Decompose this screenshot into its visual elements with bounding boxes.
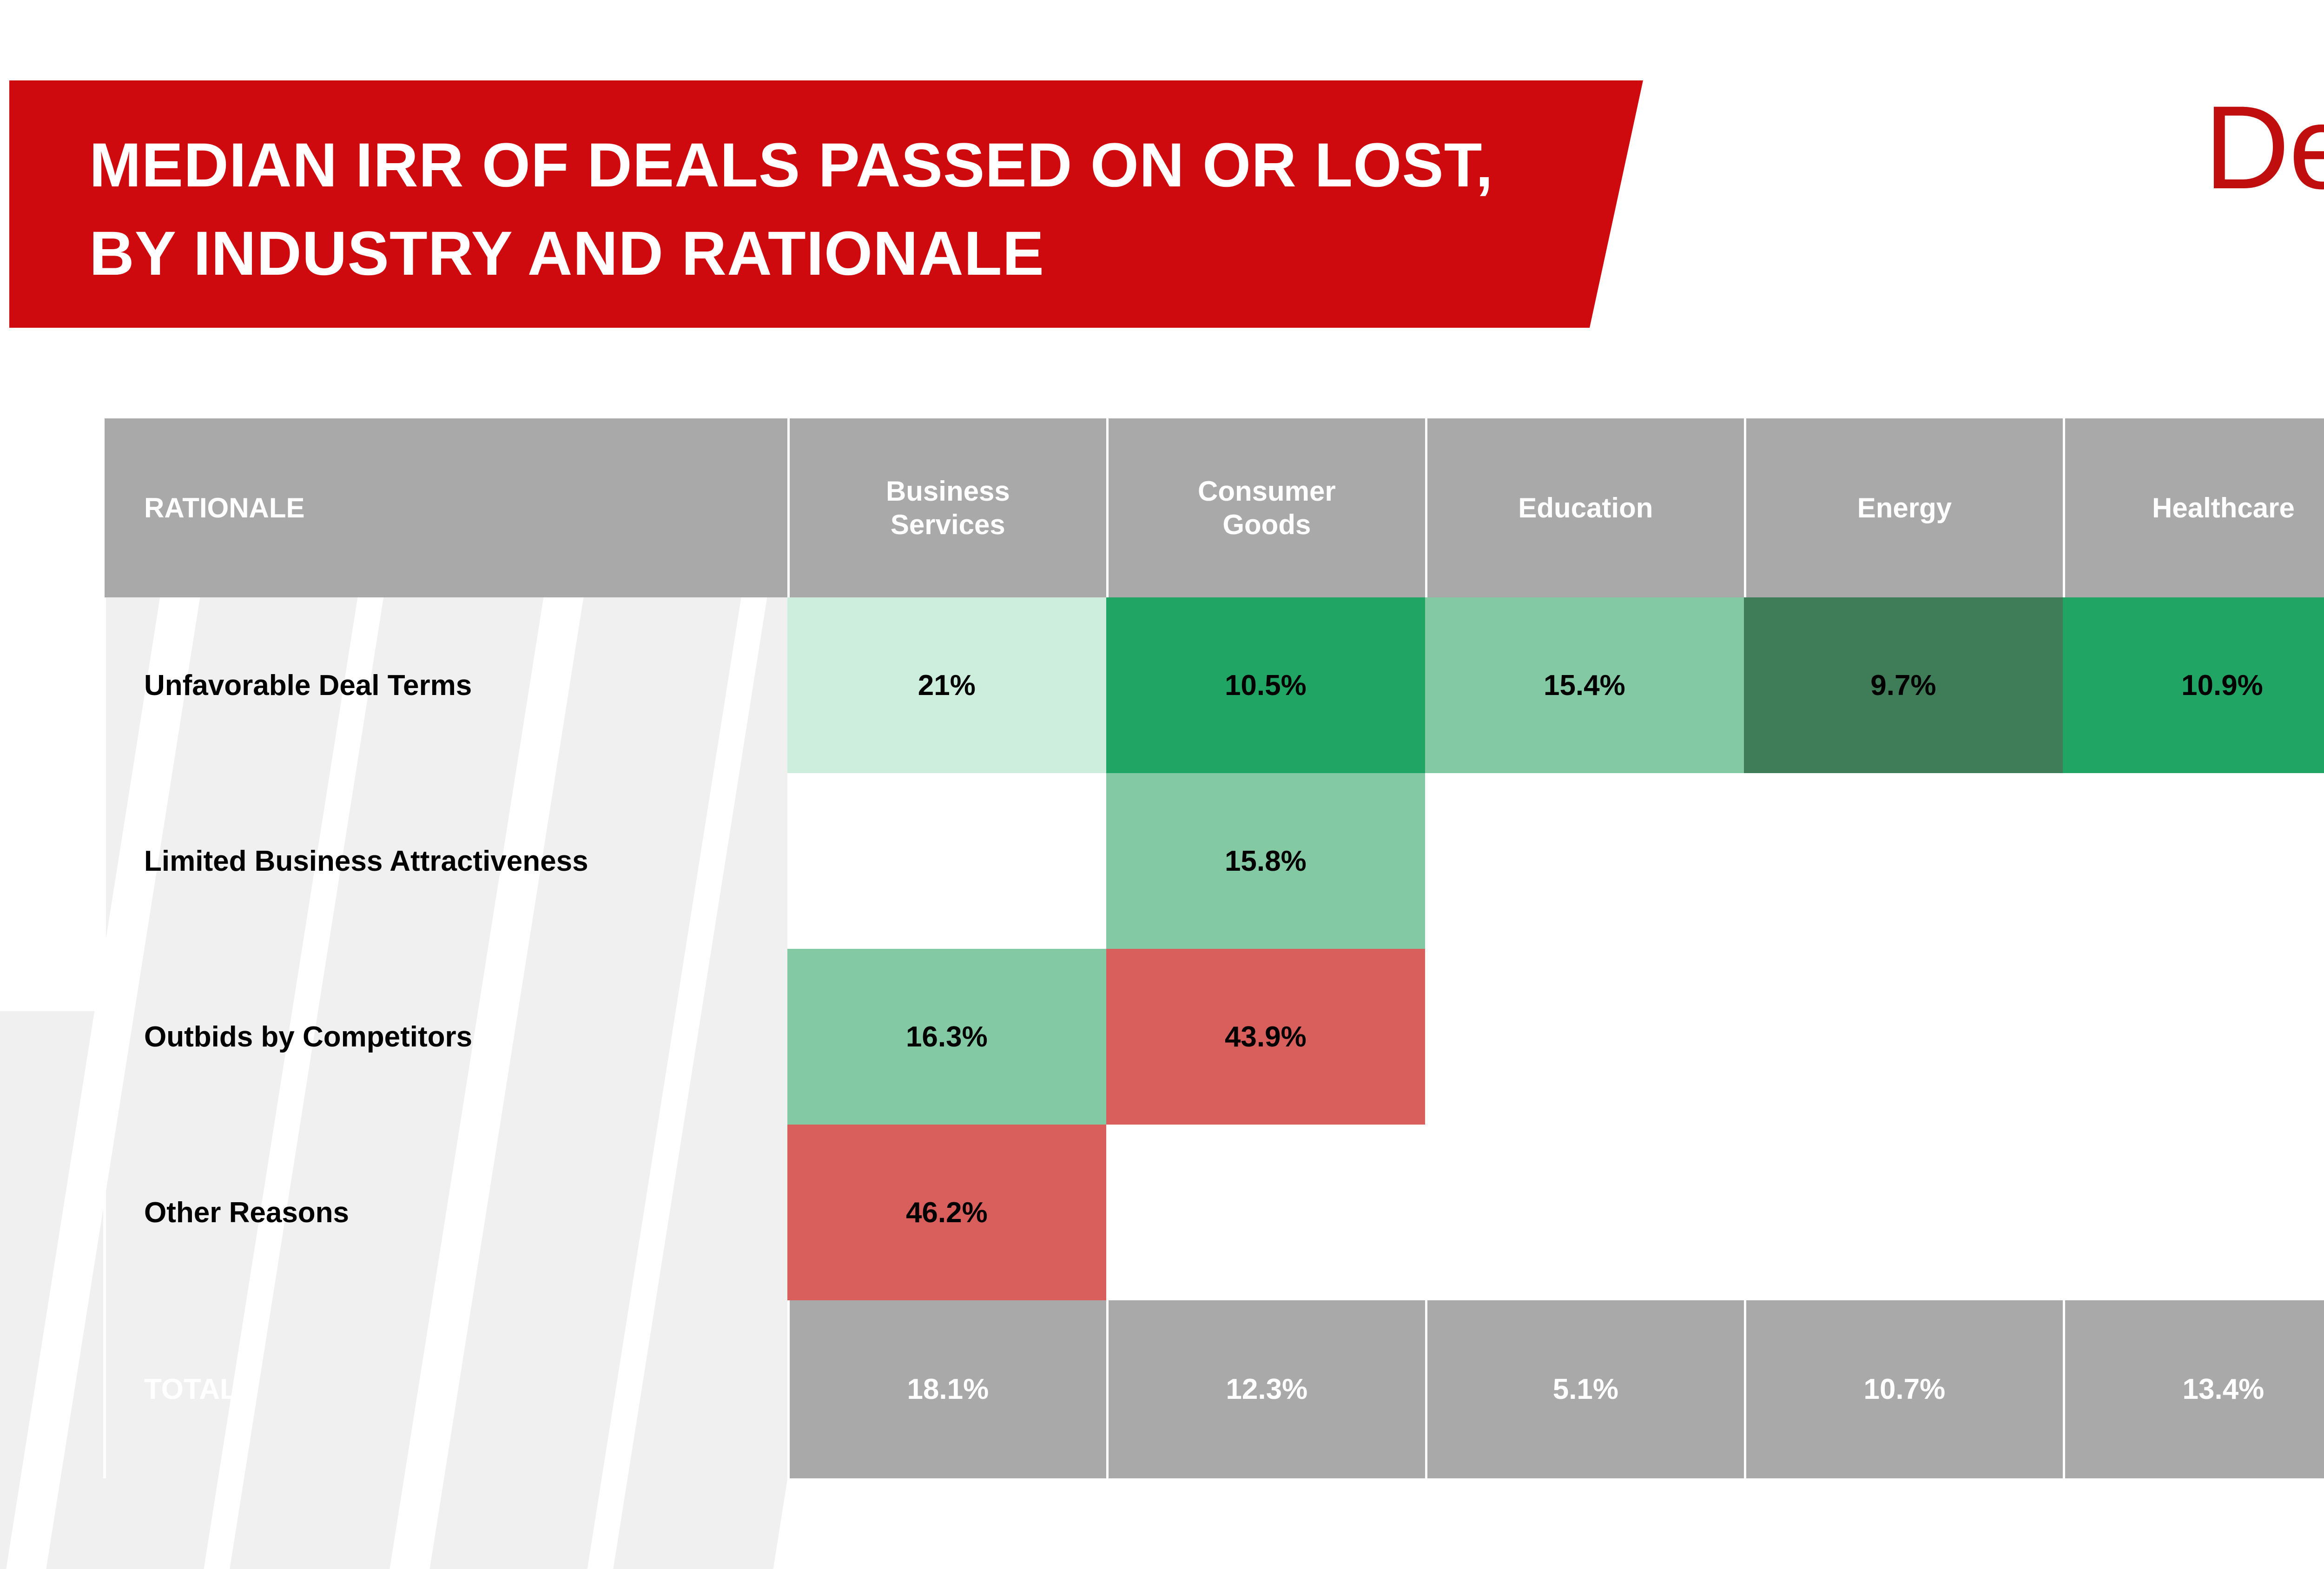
total-label: TOTAL [144,1373,238,1405]
irr-cell [2062,773,2324,949]
page-title-line1: MEDIAN IRR OF DEALS PASSED ON OR LOST, [89,131,1493,200]
irr-cell [2062,1125,2324,1300]
irr-cell [1425,949,1744,1125]
irr-cell [1743,773,2063,949]
header-healthcare: Healthcare [2062,418,2324,597]
row-label: Limited Business Attractiveness [144,845,588,877]
total-energy: 10.7% [1743,1300,2063,1478]
irr-cell: 16.3% [787,949,1106,1125]
irr-cell: 43.9% [1106,949,1425,1125]
irr-cell: 15.8% [1106,773,1425,949]
irr-cell [1425,773,1744,949]
page-title-line2: BY INDUSTRY AND RATIONALE [89,219,1044,288]
header-rationale: RATIONALE [105,418,787,597]
table-row: Unfavorable Deal Terms 21% 10.5% 15.4% 9.7% 1… [105,597,2324,773]
table-row: Limited Business Attractiveness 15.8% [105,773,2324,949]
irr-cell: 15.4% [1425,597,1744,773]
header-business-services: Business Services [787,418,1106,597]
total-healthcare: 13.4% [2062,1300,2324,1478]
page-title: MEDIAN IRR OF DEALS PASSED ON OR LOST, B… [9,80,1643,298]
irr-cell: 10.9% [2062,597,2324,773]
title-banner: MEDIAN IRR OF DEALS PASSED ON OR LOST, B… [9,80,1643,328]
total-consumer-goods: 12.3% [1106,1300,1425,1478]
row-label: Unfavorable Deal Terms [144,669,472,702]
irr-cell: 46.2% [787,1125,1106,1300]
irr-cell [1425,1125,1744,1300]
table-header-row: RATIONALE Business Services Consumer Goo… [105,418,2324,597]
total-business-services: 18.1% [787,1300,1106,1478]
irr-cell [787,773,1106,949]
table-total-row: TOTAL 18.1% 12.3% 5.1% 10.7% 13.4% 21.0% [105,1300,2324,1478]
header-energy: Energy [1743,418,2063,597]
row-label: Outbids by Competitors [144,1020,473,1053]
irr-cell [2062,949,2324,1125]
row-label: Other Reasons [144,1196,350,1229]
irr-cell: 9.7% [1743,597,2063,773]
diagonal-stripes-decoration [0,597,790,1569]
table-left-border [103,597,106,1478]
irr-cell [1743,1125,2063,1300]
total-education: 5.1% [1425,1300,1744,1478]
irr-cell: 21% [787,597,1106,773]
table-body: Unfavorable Deal Terms 21% 10.5% 15.4% 9.7% 1… [105,597,2324,1300]
irr-cell [1743,949,2063,1125]
irr-cell [1106,1125,1425,1300]
dealedge-logo-text: DealEdge [2204,81,2324,214]
irr-heatmap-table: RATIONALE Business Services Consumer Goo… [105,418,2324,1478]
dealedge-logo: DealEdgeSM [2204,88,2324,238]
header-consumer-goods: Consumer Goods [1106,418,1425,597]
irr-cell: 10.5% [1106,597,1425,773]
header-education: Education [1425,418,1744,597]
